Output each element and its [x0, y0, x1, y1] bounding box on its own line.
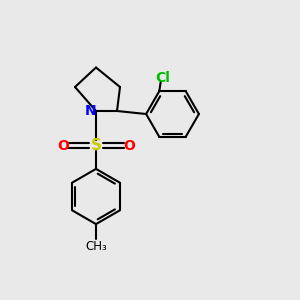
Text: O: O	[57, 139, 69, 152]
Text: Cl: Cl	[155, 70, 170, 85]
Text: O: O	[123, 139, 135, 152]
Text: N: N	[85, 104, 96, 118]
Text: CH₃: CH₃	[85, 240, 107, 253]
Text: S: S	[91, 138, 101, 153]
